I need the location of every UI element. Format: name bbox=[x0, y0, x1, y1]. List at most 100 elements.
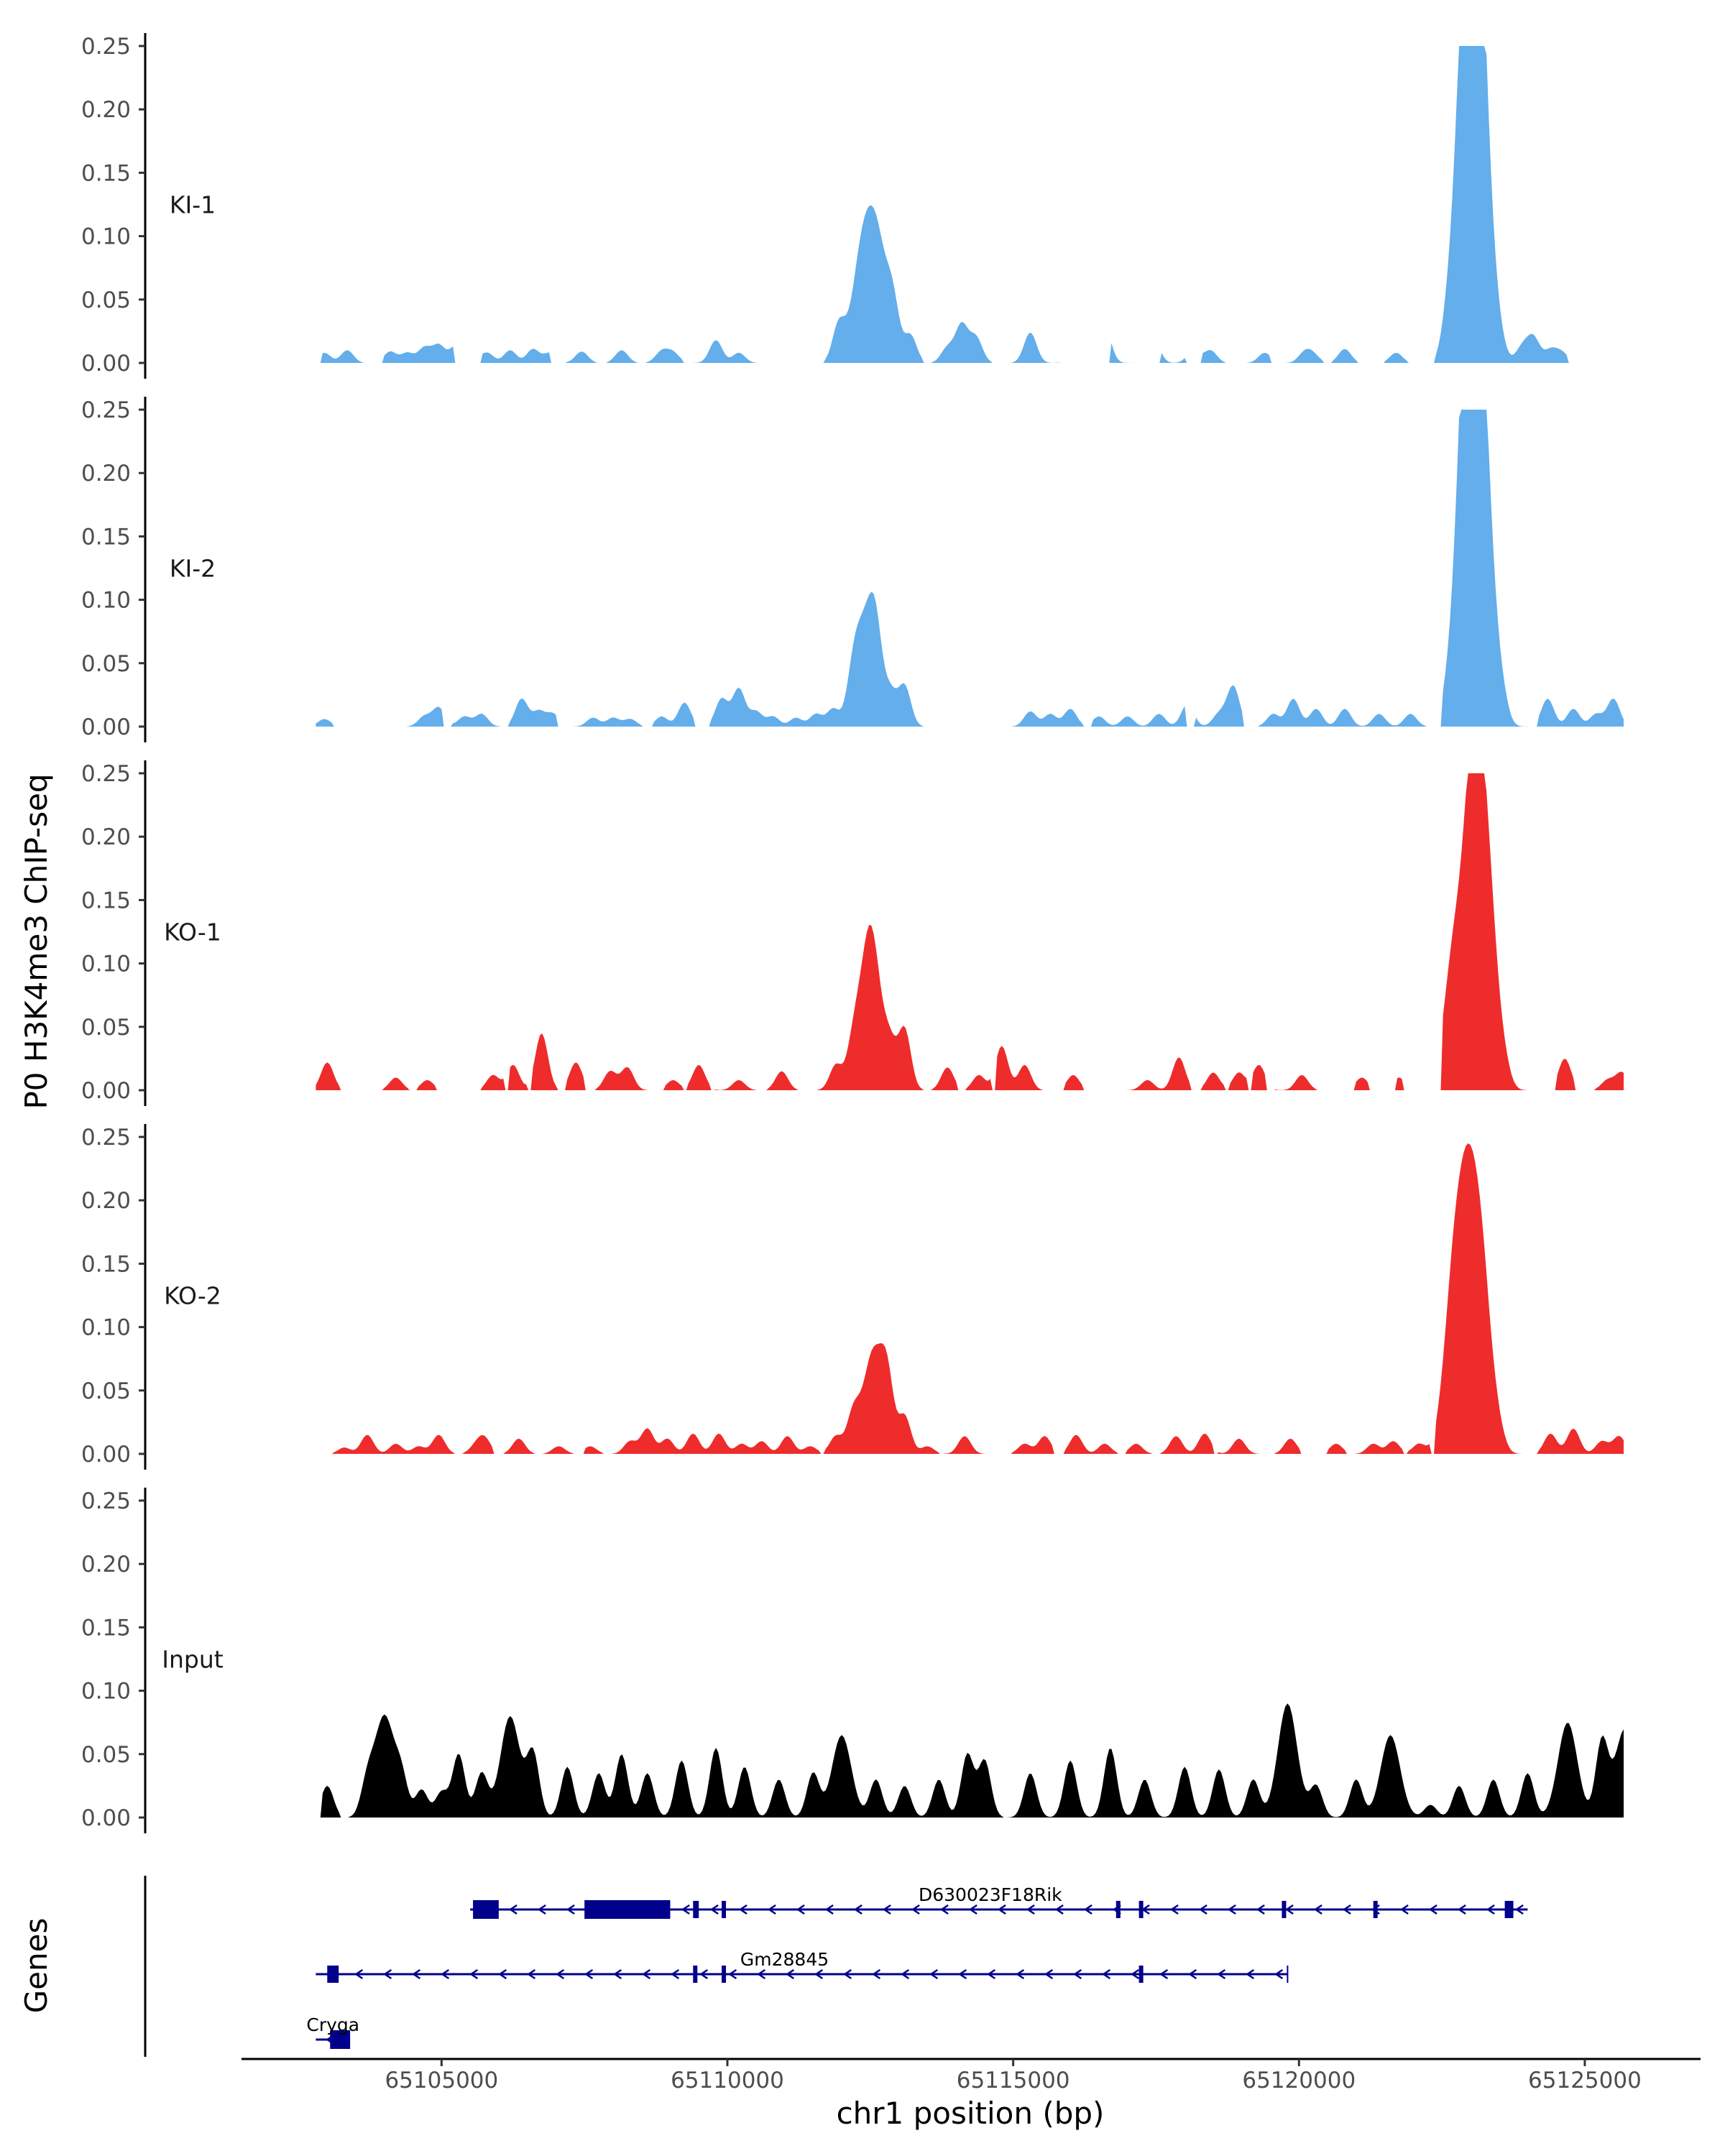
track-label: KI-1 bbox=[170, 191, 216, 219]
strand-chevron bbox=[671, 1968, 680, 1980]
y-tick-label: 0.10 bbox=[81, 1679, 131, 1705]
y-tick-label: 0.10 bbox=[81, 1315, 131, 1341]
strand-chevron bbox=[1313, 1904, 1322, 1915]
y-tick-label: 0.25 bbox=[81, 761, 131, 787]
strand-chevron bbox=[642, 1968, 651, 1980]
x-tick-label: 65110000 bbox=[671, 2068, 784, 2093]
strand-chevron bbox=[767, 1904, 776, 1915]
exon bbox=[693, 1901, 699, 1918]
x-tick-label: 65105000 bbox=[385, 2068, 498, 2093]
gene-d630023f18rik: D630023F18Rik bbox=[470, 1884, 1528, 1919]
strand-chevron bbox=[1188, 1968, 1197, 1980]
exon bbox=[327, 1966, 339, 1983]
track-ko-1: 0.00 0.05 0.10 0.15 0.20 0.25 KO-1 bbox=[81, 760, 1624, 1106]
signal-area bbox=[316, 1703, 1624, 1818]
y-tick-label: 0.20 bbox=[81, 97, 131, 123]
y-tick-label: 0.20 bbox=[81, 824, 131, 850]
track-label: KO-2 bbox=[164, 1282, 221, 1310]
y-tick-label: 0.20 bbox=[81, 1552, 131, 1577]
exon bbox=[693, 1966, 698, 1983]
y-tick-label: 0.05 bbox=[81, 1378, 131, 1404]
strand-chevron bbox=[1083, 1904, 1092, 1915]
strand-chevron bbox=[1026, 1904, 1035, 1915]
strand-chevron bbox=[1198, 1904, 1208, 1915]
gene-annotation-track: D630023F18Rik Gm28845 Cryga bbox=[144, 1876, 1528, 2057]
y-tick-label: 0.25 bbox=[81, 34, 131, 60]
exon bbox=[722, 1901, 727, 1918]
strand-chevron bbox=[584, 1968, 594, 1980]
strand-chevron bbox=[757, 1968, 766, 1980]
strand-chevron bbox=[1054, 1904, 1064, 1915]
exon bbox=[1116, 1901, 1121, 1918]
strand-chevron bbox=[1514, 1904, 1524, 1915]
signal-area bbox=[316, 46, 1624, 363]
strand-chevron bbox=[537, 1904, 546, 1915]
strand-chevron bbox=[1457, 1904, 1466, 1915]
y-tick-label: 0.20 bbox=[81, 1188, 131, 1214]
signal-tracks: 0.00 0.05 0.10 0.15 0.20 0.25 KI-1 0.00 0.05 0.10… bbox=[81, 33, 1624, 1833]
strand-chevron bbox=[709, 1904, 719, 1915]
strand-chevron bbox=[1016, 1968, 1025, 1980]
y-tick-label: 0.05 bbox=[81, 287, 131, 313]
strand-chevron bbox=[566, 1904, 575, 1915]
x-axis-title: chr1 position (bp) bbox=[837, 2096, 1105, 2131]
strand-chevron bbox=[527, 1968, 536, 1980]
y-tick-label: 0.10 bbox=[81, 952, 131, 977]
y-tick-label: 0.15 bbox=[81, 524, 131, 550]
strand-chevron bbox=[1044, 1968, 1054, 1980]
strand-chevron bbox=[911, 1904, 920, 1915]
y-tick-label: 0.25 bbox=[81, 397, 131, 423]
strand-chevron bbox=[824, 1904, 834, 1915]
strand-chevron bbox=[843, 1968, 852, 1980]
strand-chevron bbox=[412, 1968, 421, 1980]
strand-chevron bbox=[968, 1904, 978, 1915]
y-tick-label: 0.15 bbox=[81, 160, 131, 186]
strand-chevron bbox=[498, 1968, 507, 1980]
strand-chevron bbox=[1342, 1904, 1351, 1915]
strand-chevron bbox=[1102, 1968, 1111, 1980]
exon bbox=[330, 2030, 351, 2049]
y-tick-label: 0.00 bbox=[81, 1078, 131, 1104]
y-tick-label: 0.00 bbox=[81, 1805, 131, 1831]
exon bbox=[1504, 1901, 1514, 1918]
strand-chevron bbox=[1131, 1968, 1140, 1980]
strand-chevron bbox=[383, 1968, 392, 1980]
x-tick-label: 65115000 bbox=[957, 2068, 1070, 2093]
strand-chevron bbox=[1073, 1968, 1082, 1980]
strand-chevron bbox=[814, 1968, 824, 1980]
strand-chevron bbox=[1428, 1904, 1438, 1915]
y-tick-label: 0.25 bbox=[81, 1488, 131, 1514]
gene-label: D630023F18Rik bbox=[919, 1884, 1062, 1905]
exon bbox=[473, 1900, 499, 1919]
y-tick-label: 0.25 bbox=[81, 1125, 131, 1151]
strand-chevron bbox=[1227, 1904, 1236, 1915]
strand-chevron bbox=[508, 1904, 518, 1915]
signal-area bbox=[316, 410, 1624, 727]
track-ko-2: 0.00 0.05 0.10 0.15 0.20 0.25 KO-2 bbox=[81, 1124, 1624, 1470]
strand-chevron bbox=[738, 1904, 748, 1915]
strand-chevron bbox=[786, 1968, 795, 1980]
strand-chevron bbox=[987, 1968, 996, 1980]
strand-chevron bbox=[958, 1968, 967, 1980]
y-tick-label: 0.15 bbox=[81, 1251, 131, 1277]
gene-label: Gm28845 bbox=[740, 1949, 829, 1970]
strand-chevron bbox=[929, 1968, 939, 1980]
y-tick-label: 0.20 bbox=[81, 461, 131, 487]
genes-axis-title: Genes bbox=[19, 1918, 54, 2014]
gene-label: Cryga bbox=[306, 2014, 359, 2035]
strand-chevron bbox=[681, 1904, 690, 1915]
y-tick-label: 0.05 bbox=[81, 1742, 131, 1768]
y-tick-label: 0.10 bbox=[81, 224, 131, 250]
track-ki-2: 0.00 0.05 0.10 0.15 0.20 0.25 KI-2 bbox=[81, 397, 1624, 742]
y-tick-label: 0.00 bbox=[81, 351, 131, 377]
exon bbox=[722, 1966, 727, 1983]
strand-chevron bbox=[354, 1968, 364, 1980]
y-tick-label: 0.15 bbox=[81, 1615, 131, 1641]
y-tick-label: 0.00 bbox=[81, 1442, 131, 1468]
strand-chevron bbox=[728, 1968, 737, 1980]
strand-chevron bbox=[1217, 1968, 1226, 1980]
y-tick-label: 0.15 bbox=[81, 888, 131, 913]
strand-chevron bbox=[441, 1968, 450, 1980]
gene-gm28845: Gm28845 bbox=[316, 1949, 1289, 1983]
